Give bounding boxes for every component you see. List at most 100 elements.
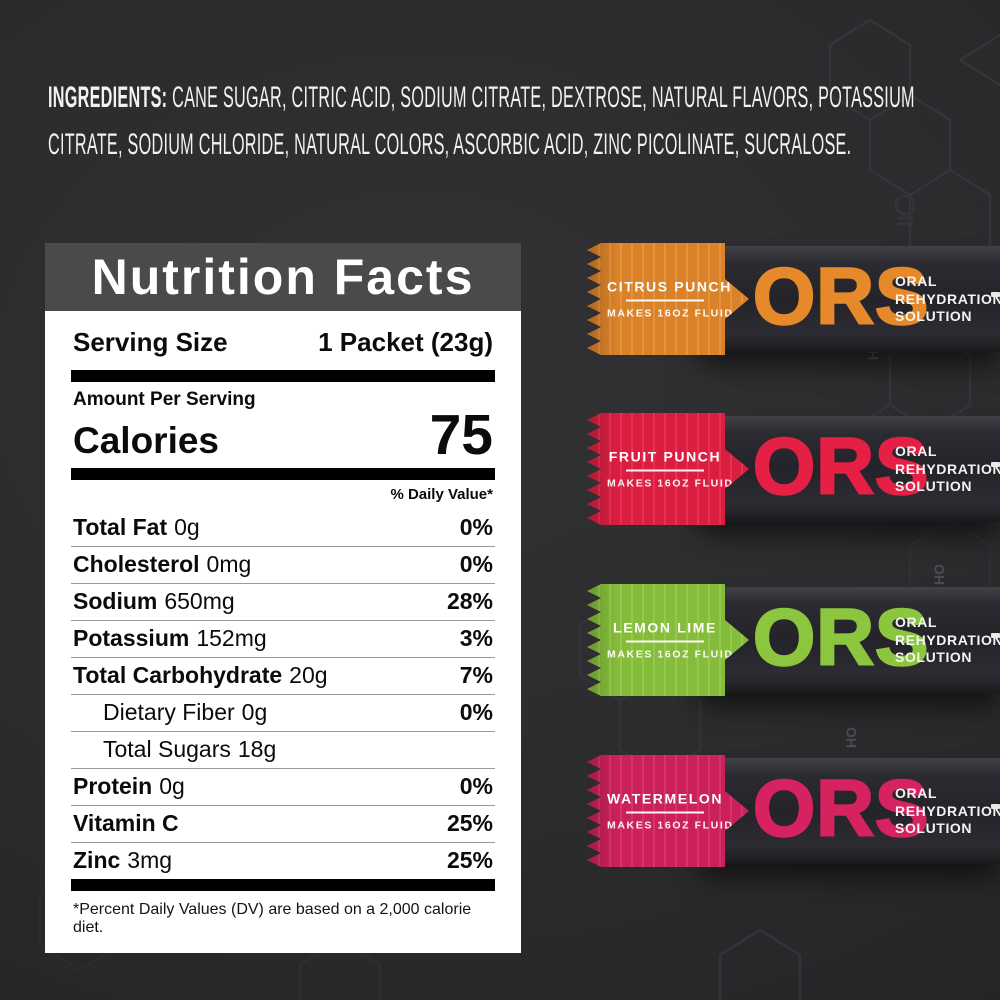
svg-text:HO: HO: [843, 727, 859, 748]
amount-per-serving-label: Amount Per Serving: [73, 389, 256, 410]
descriptor-line: SOLUTION: [895, 819, 973, 836]
nutrient-daily-value: 25%: [446, 810, 493, 837]
nutrient-amount: 0g: [159, 773, 185, 800]
nutrient-row: Cholesterol 0mg 0%: [71, 547, 495, 584]
nutrient-name: Vitamin C: [73, 810, 179, 837]
descriptor-line: ORAL: [895, 784, 938, 801]
flavor-divider-line: [626, 811, 704, 814]
nutrient-name: Total Carbohydrate: [73, 662, 283, 689]
nutrient-daily-value: 0%: [459, 551, 493, 578]
nutrient-daily-value: 0%: [459, 514, 493, 541]
nutrient-amount: 650mg: [164, 588, 235, 615]
flavor-subtitle: MAKES 16OZ FLUID: [607, 477, 734, 490]
edge-mark: [991, 804, 1000, 809]
descriptor-line: REHYDRATION: [895, 631, 1000, 648]
flavor-divider-line: [626, 640, 704, 643]
nutrition-facts-header: Nutrition Facts: [45, 243, 521, 311]
nutrient-name: Dietary Fiber: [103, 699, 235, 726]
calories-label: Calories: [73, 419, 220, 461]
nutrient-amount: 0mg: [206, 551, 252, 578]
nutrient-row: Total Carbohydrate 20g 7%: [71, 658, 495, 695]
brand-logo-ors: ORS: [752, 592, 930, 682]
nutrient-amount: 0g: [174, 514, 200, 541]
flavor-subtitle: MAKES 16OZ FLUID: [607, 307, 734, 320]
ingredients-line-2: CITRATE, SODIUM CHLORIDE, NATURAL COLORS…: [48, 128, 852, 161]
nutrient-row: Vitamin C 25%: [71, 806, 495, 843]
flavor-divider-line: [626, 299, 704, 302]
brand-descriptor: ORAL REHYDRATION SOLUTION: [895, 614, 1000, 667]
nutrient-row: Dietary Fiber 0g 0%: [71, 695, 495, 732]
packet-flavor-tab: CITRUS PUNCH MAKES 16OZ FLUID: [587, 243, 749, 355]
nutrient-amount: 20g: [289, 662, 328, 689]
product-packet-watermelon: WATERMELON MAKES 16OZ FLUID ORS ORAL REH…: [575, 755, 1000, 867]
svg-text:HO: HO: [931, 564, 947, 585]
flavor-name: WATERMELON: [607, 790, 724, 807]
packet-flavor-tab: WATERMELON MAKES 16OZ FLUID: [587, 755, 749, 867]
descriptor-line: SOLUTION: [895, 477, 973, 494]
nutrient-name: Total Sugars: [103, 736, 231, 763]
nutrient-row: Total Sugars 18g: [71, 732, 495, 769]
ingredients-statement: INGREDIENTS: CANE SUGAR, CITRIC ACID, SO…: [48, 74, 977, 168]
nutrient-name: Potassium: [73, 625, 190, 652]
descriptor-line: ORAL: [895, 272, 938, 289]
brand-descriptor: ORAL REHYDRATION SOLUTION: [895, 443, 1000, 496]
nutrient-name: Zinc: [73, 847, 121, 874]
divider-bar-thick: [71, 878, 495, 891]
ingredients-label: INGREDIENTS:: [48, 81, 168, 114]
nutrient-rows: Total Fat 0g 0% Cholesterol 0mg 0% Sodium 6…: [71, 510, 495, 879]
daily-value-header: % Daily Value*: [390, 485, 493, 503]
flavor-subtitle: MAKES 16OZ FLUID: [607, 648, 734, 661]
edge-mark: [991, 462, 1000, 467]
descriptor-line: SOLUTION: [895, 648, 973, 665]
nutrient-daily-value: 0%: [459, 699, 493, 726]
edge-mark: [991, 292, 1000, 297]
descriptor-line: SOLUTION: [895, 307, 973, 324]
nutrient-row: Protein 0g 0%: [71, 769, 495, 806]
nutrient-amount: 0g: [241, 699, 268, 726]
nutrient-name: Sodium: [73, 588, 158, 615]
divider-bar-thick: [71, 467, 495, 480]
calories-value: 75: [429, 403, 493, 467]
nutrient-name: Total Fat: [73, 514, 168, 541]
nutrient-amount: 18g: [237, 736, 277, 763]
nutrient-amount: 152mg: [196, 625, 267, 652]
descriptor-line: REHYDRATION: [895, 460, 1000, 477]
flavor-name: FRUIT PUNCH: [608, 448, 722, 465]
daily-value-footnote: *Percent Daily Values (DV) are based on …: [73, 900, 472, 936]
brand-logo-ors: ORS: [752, 763, 930, 853]
brand-descriptor: ORAL REHYDRATION SOLUTION: [895, 785, 1000, 838]
product-packet-citrus-punch: CITRUS PUNCH MAKES 16OZ FLUID ORS ORAL R…: [575, 243, 1000, 355]
calories-row: Calories 75: [71, 403, 495, 468]
nutrient-amount: 3mg: [127, 847, 173, 874]
descriptor-line: ORAL: [895, 613, 938, 630]
flavor-subtitle: MAKES 16OZ FLUID: [607, 819, 734, 832]
flavor-divider-line: [626, 469, 704, 472]
nutrient-daily-value: 7%: [459, 662, 493, 689]
nutrition-facts-panel: Nutrition Facts Serving Size 1 Packet (2…: [45, 243, 521, 953]
nutrient-row: Zinc 3mg 25%: [71, 843, 495, 879]
nutrition-facts-body: Serving Size 1 Packet (23g) Amount Per S…: [45, 311, 521, 953]
ingredients-line-1: INGREDIENTS: CANE SUGAR, CITRIC ACID, SO…: [48, 81, 915, 114]
brand-descriptor: ORAL REHYDRATION SOLUTION: [895, 273, 1000, 326]
nutrient-name: Cholesterol: [73, 551, 200, 578]
serving-size-value: 1 Packet (23g): [318, 327, 493, 357]
nutrition-facts-title: Nutrition Facts: [91, 249, 475, 305]
nutrient-daily-value: 25%: [446, 847, 493, 874]
divider-bar-thick: [71, 370, 495, 382]
packet-flavor-tab: LEMON LIME MAKES 16OZ FLUID: [587, 584, 749, 696]
product-packet-lemon-lime: LEMON LIME MAKES 16OZ FLUID ORS ORAL REH…: [575, 584, 1000, 696]
flavor-name: LEMON LIME: [613, 619, 717, 636]
nutrient-daily-value: 3%: [459, 625, 493, 652]
descriptor-line: REHYDRATION: [895, 802, 1000, 819]
nutrient-daily-value: 28%: [446, 588, 493, 615]
packet-flavor-tab: FRUIT PUNCH MAKES 16OZ FLUID: [587, 413, 749, 525]
nutrient-name: Protein: [73, 773, 153, 800]
brand-logo-ors: ORS: [752, 251, 930, 341]
edge-mark: [991, 633, 1000, 638]
serving-size-row: Serving Size 1 Packet (23g): [71, 319, 495, 370]
brand-logo-ors: ORS: [752, 421, 930, 511]
nutrient-row: Total Fat 0g 0%: [71, 510, 495, 547]
nutrient-row: Potassium 152mg 3%: [71, 621, 495, 658]
nutrient-daily-value: 0%: [459, 773, 493, 800]
flavor-name: CITRUS PUNCH: [607, 278, 732, 295]
